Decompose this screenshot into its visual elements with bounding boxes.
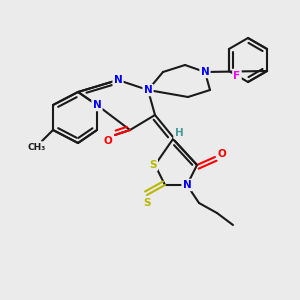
Text: CH₃: CH₃ (28, 142, 46, 152)
Text: O: O (103, 136, 112, 146)
Text: N: N (93, 100, 101, 110)
Text: F: F (233, 71, 241, 81)
Text: N: N (114, 75, 122, 85)
Text: S: S (143, 198, 151, 208)
Text: N: N (144, 85, 152, 95)
Text: S: S (149, 160, 157, 170)
Text: H: H (175, 128, 183, 138)
Text: O: O (218, 149, 226, 159)
Text: N: N (201, 67, 209, 77)
Text: N: N (183, 180, 191, 190)
